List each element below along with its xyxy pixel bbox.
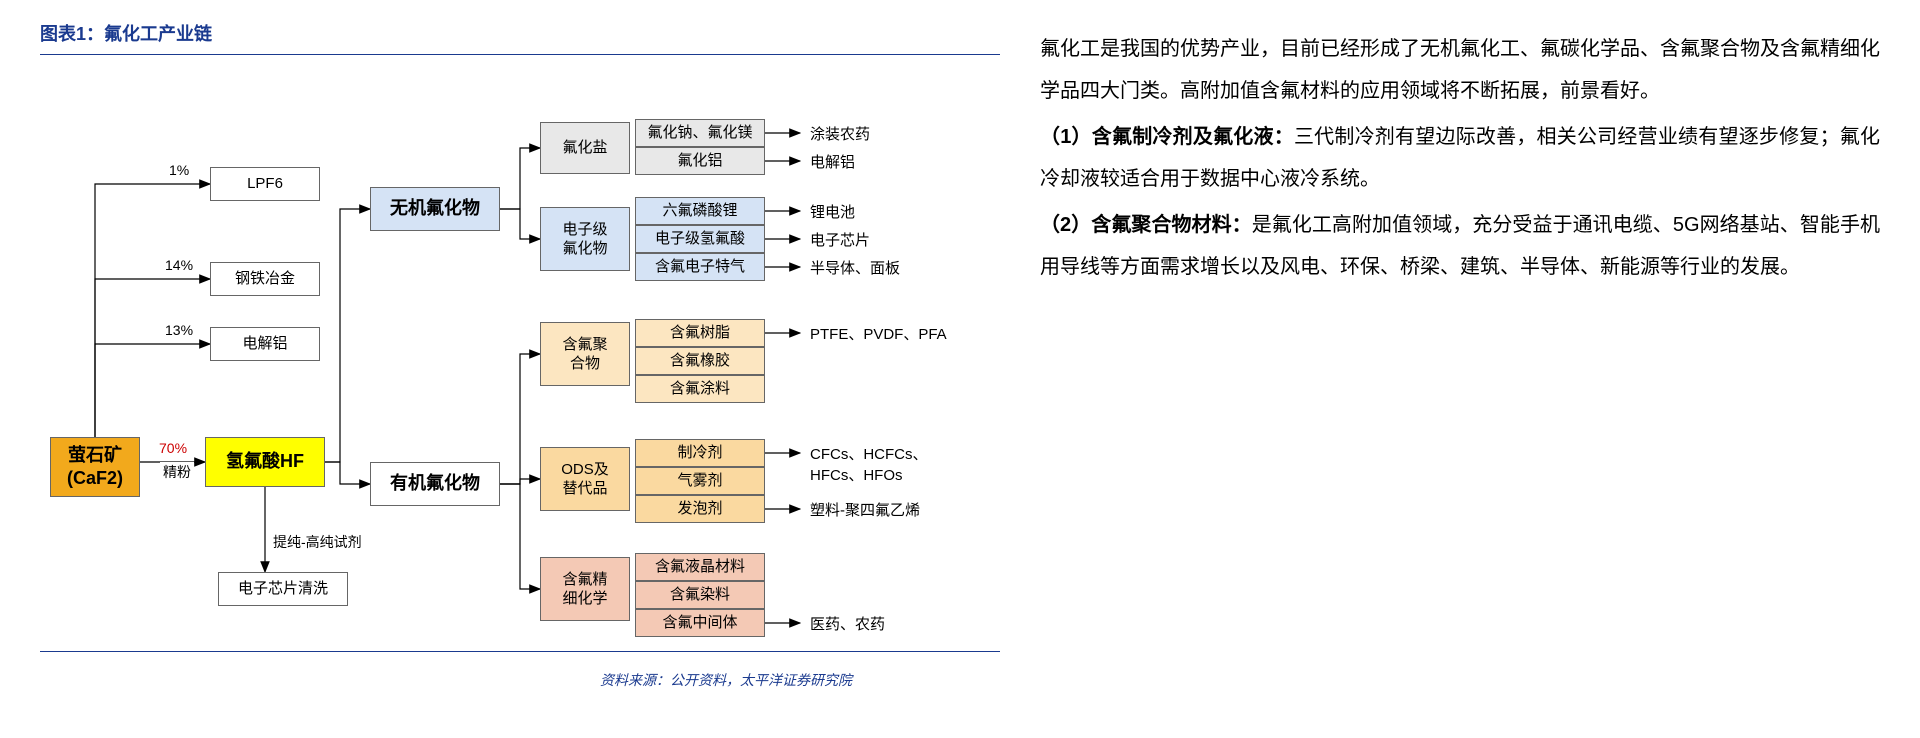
node-rubber: 含氟橡胶 xyxy=(635,347,765,375)
edge-label-p70: 70% xyxy=(156,440,190,456)
node-hf: 氢氟酸HF xyxy=(205,437,325,487)
node-lcd: 含氟液晶材料 xyxy=(635,553,765,581)
node-chip_clean: 电子芯片清洗 xyxy=(218,572,348,606)
node-fsalt: 氟化盐 xyxy=(540,122,630,174)
node-inter: 含氟中间体 xyxy=(635,609,765,637)
terminal-t5: 半导体、面板 xyxy=(810,257,900,278)
para-bold: （2）含氟聚合物材料： xyxy=(1040,214,1252,236)
node-egas: 含氟电子特气 xyxy=(635,253,765,281)
terminal-t2: 电解铝 xyxy=(810,151,855,172)
node-inorg: 无机氟化物 xyxy=(370,187,500,231)
node-ehf: 电子级氢氟酸 xyxy=(635,225,765,253)
node-caf2: 萤石矿(CaF2) xyxy=(50,437,140,497)
terminal-t8: 塑料-聚四氟乙烯 xyxy=(810,499,920,520)
node-electro_al: 电解铝 xyxy=(210,327,320,361)
node-ffine: 含氟精细化学 xyxy=(540,557,630,621)
terminal-t7: CFCs、HCFCs、HFCs、HFOs xyxy=(810,443,980,485)
node-fpoly: 含氟聚合物 xyxy=(540,322,630,386)
edge xyxy=(325,209,370,462)
terminal-t1: 涂装农药 xyxy=(810,123,870,144)
edge xyxy=(500,484,540,589)
node-refrig: 制冷剂 xyxy=(635,439,765,467)
edge-label-p14: 14% xyxy=(162,257,196,273)
node-aerosol: 气雾剂 xyxy=(635,467,765,495)
chart-rule-top xyxy=(40,54,1000,55)
node-namg: 氟化钠、氟化镁 xyxy=(635,119,765,147)
node-dye: 含氟染料 xyxy=(635,581,765,609)
edge xyxy=(95,184,210,437)
edge xyxy=(95,344,210,437)
node-fal: 氟化铝 xyxy=(635,147,765,175)
node-ods: ODS及替代品 xyxy=(540,447,630,511)
text-area: 氟化工是我国的优势产业，目前已经形成了无机氟化工、氟碳化学品、含氟聚合物及含氟精… xyxy=(1040,20,1880,684)
paragraph-2: （2）含氟聚合物材料：是氟化工高附加值领域，充分受益于通讯电缆、5G网络基站、智… xyxy=(1040,204,1880,288)
edge-label-jingfen: 精粉 xyxy=(160,462,194,482)
edge xyxy=(500,148,540,209)
edge-label-p1: 1% xyxy=(166,162,192,178)
edge xyxy=(500,354,540,484)
edge xyxy=(500,479,540,484)
paragraph-intro: 氟化工是我国的优势产业，目前已经形成了无机氟化工、氟碳化学品、含氟聚合物及含氟精… xyxy=(1040,28,1880,112)
edge xyxy=(325,462,370,484)
para-text: 氟化工是我国的优势产业，目前已经形成了无机氟化工、氟碳化学品、含氟聚合物及含氟精… xyxy=(1040,38,1880,102)
node-foam: 发泡剂 xyxy=(635,495,765,523)
chart-caption: 图表1：氟化工产业链 xyxy=(40,20,1000,46)
node-org: 有机氟化物 xyxy=(370,462,500,506)
chart-rule-bottom xyxy=(40,651,1000,652)
terminal-t9: 医药、农药 xyxy=(810,613,885,634)
node-coating: 含氟涂料 xyxy=(635,375,765,403)
edge-label-p13: 13% xyxy=(162,322,196,338)
edge-label-purify: 提纯-高纯试剂 xyxy=(270,532,365,552)
terminal-t3: 锂电池 xyxy=(810,201,855,222)
node-resin: 含氟树脂 xyxy=(635,319,765,347)
paragraph-1: （1）含氟制冷剂及氟化液：三代制冷剂有望边际改善，相关公司经营业绩有望逐步修复；… xyxy=(1040,116,1880,200)
node-lpf6: LPF6 xyxy=(210,167,320,201)
terminal-t4: 电子芯片 xyxy=(810,229,870,250)
edge xyxy=(95,279,210,437)
edge xyxy=(500,209,540,239)
para-bold: （1）含氟制冷剂及氟化液： xyxy=(1040,126,1294,148)
node-steel: 钢铁冶金 xyxy=(210,262,320,296)
node-lipf6: 六氟磷酸锂 xyxy=(635,197,765,225)
node-egrade: 电子级氟化物 xyxy=(540,207,630,271)
source-note: 资料来源：公开资料，太平洋证券研究院 xyxy=(600,670,1560,690)
chart-area: 图表1：氟化工产业链 萤石矿(CaF2)氢氟酸HFLPF6钢铁冶金电解铝电子芯片… xyxy=(40,20,1000,684)
terminal-t6: PTFE、PVDF、PFA xyxy=(810,323,947,344)
flowchart-diagram: 萤石矿(CaF2)氢氟酸HFLPF6钢铁冶金电解铝电子芯片清洗无机氟化物有机氟化… xyxy=(40,67,980,647)
